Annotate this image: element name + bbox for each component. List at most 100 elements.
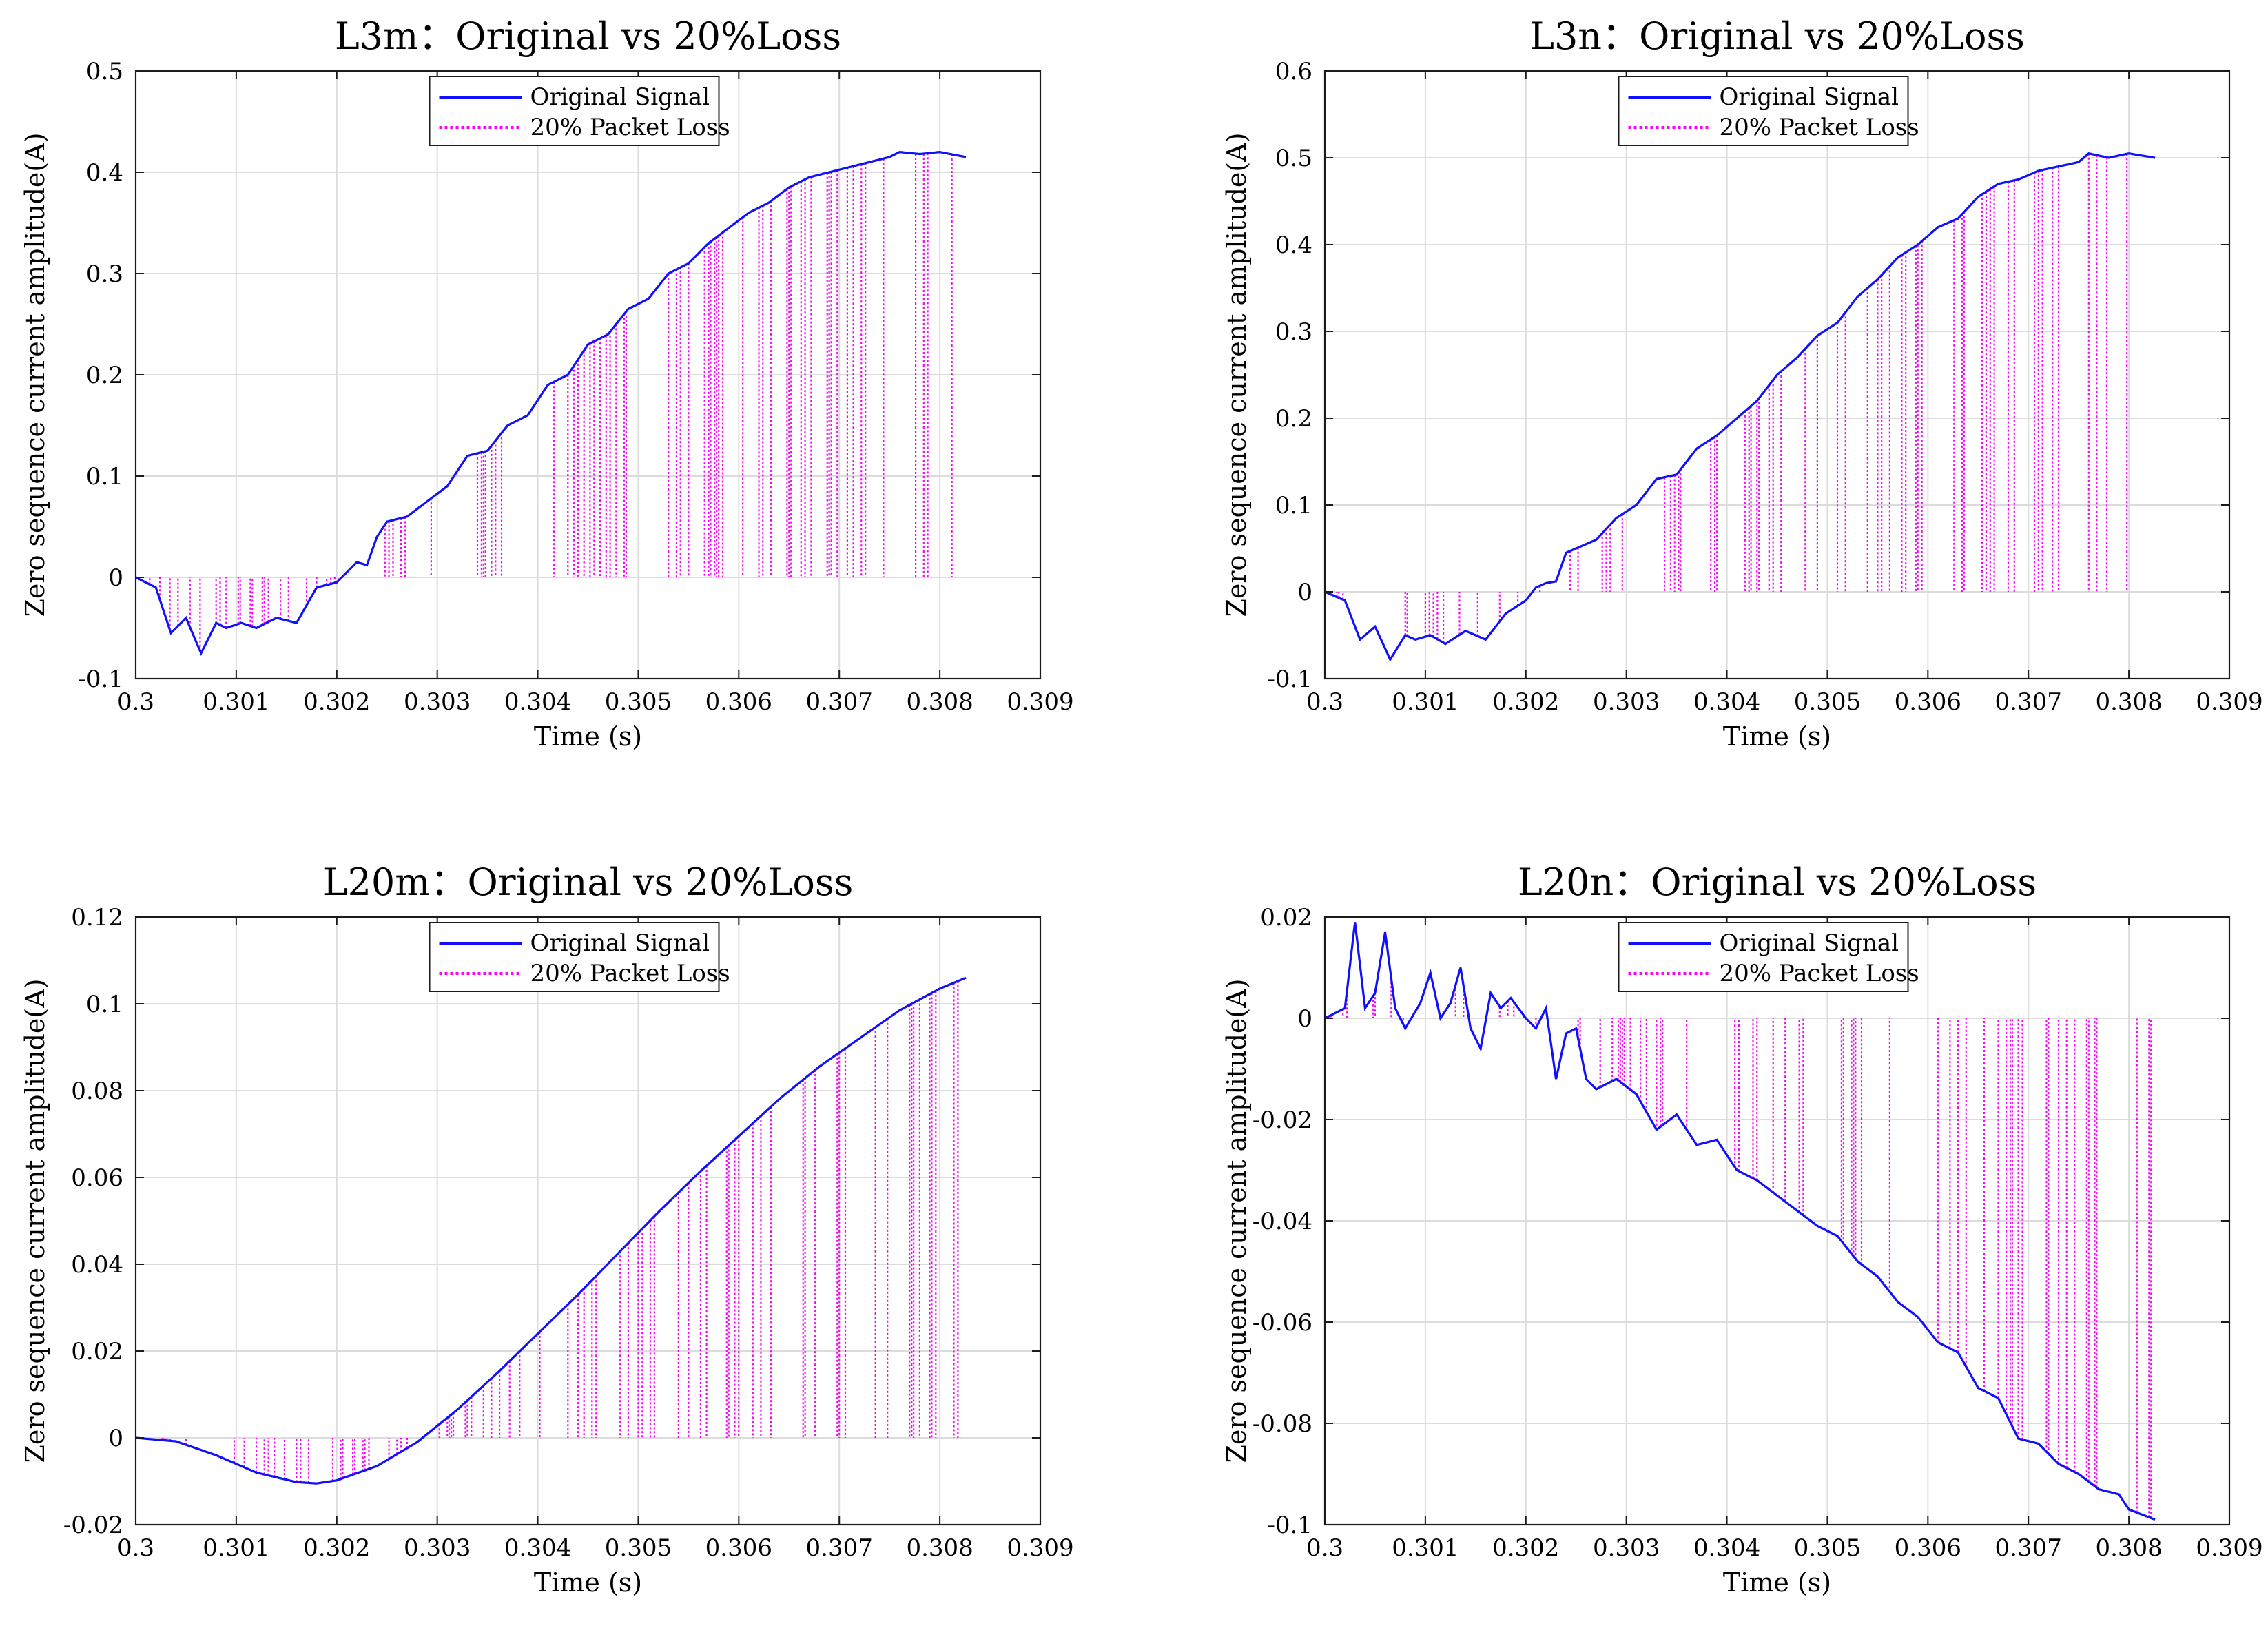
subplot-4: 0.3 0.301 0.302 0.303 0.304 0.305 0.306 0.307 0.…	[1221, 861, 2263, 1598]
y-tick-label: 0.04	[71, 1251, 123, 1279]
x-axis-label: Time (s)	[534, 1567, 642, 1598]
legend: Original Signal 20% Packet Loss	[429, 76, 730, 146]
legend: Original Signal 20% Packet Loss	[1618, 76, 1919, 146]
y-tick-label: -0.1	[1267, 1512, 1312, 1539]
legend-label-original: Original Signal	[530, 83, 710, 111]
legend-label-original: Original Signal	[1720, 929, 1899, 957]
x-tick-label: 0.3	[117, 1534, 154, 1562]
y-tick-label: 0	[108, 564, 123, 592]
legend: Original Signal 20% Packet Loss	[429, 922, 730, 992]
y-tick-label: 0.2	[86, 362, 123, 389]
y-tick-label: -0.08	[1252, 1410, 1312, 1438]
y-tick-label: 0.1	[1275, 492, 1312, 519]
y-axis-label: Zero sequence current amplitude(A)	[20, 979, 50, 1463]
x-tick-label: 0.309	[2196, 1534, 2262, 1562]
x-tick-label: 0.309	[1007, 1534, 1073, 1562]
legend-label-packet-loss: 20% Packet Loss	[1720, 114, 1919, 141]
x-tick-label: 0.302	[303, 688, 370, 716]
x-tick-label: 0.308	[906, 688, 973, 716]
y-tick-label: 0	[108, 1425, 123, 1452]
y-tick-label: 0.5	[1275, 145, 1312, 172]
y-tick-label: -0.02	[1252, 1106, 1312, 1134]
y-tick-label: 0.6	[1275, 58, 1312, 85]
x-tick-label: 0.306	[1895, 1534, 1961, 1562]
x-tick-label: 0.305	[605, 688, 672, 716]
y-axis-label: Zero sequence current amplitude(A)	[1221, 133, 1252, 617]
x-tick-label: 0.304	[1693, 688, 1760, 716]
chart-title: L20n：Original vs 20%Loss	[1518, 861, 2037, 904]
x-tick-label: 0.301	[203, 688, 269, 716]
axes-frame	[134, 916, 1042, 1526]
chart-title: L20m：Original vs 20%Loss	[323, 861, 854, 904]
x-tick-label: 0.307	[1995, 688, 2062, 716]
x-tick-label: 0.301	[203, 1534, 269, 1562]
x-tick-label: 0.307	[806, 688, 873, 716]
y-tick-label: 0.3	[1275, 318, 1312, 346]
x-tick-label: 0.303	[1593, 688, 1660, 716]
legend-box	[1618, 76, 1909, 146]
series-packet-loss	[135, 977, 967, 1485]
x-tick-label: 0.303	[1593, 1534, 1660, 1562]
y-tick-label: 0.3	[86, 260, 123, 288]
x-tick-label: 0.3	[1306, 688, 1343, 716]
y-tick-label: -0.1	[78, 666, 123, 693]
y-tick-label: 0	[1297, 579, 1312, 606]
y-axis-label: Zero sequence current amplitude(A)	[20, 133, 50, 617]
x-tick-label: 0.307	[1995, 1534, 2062, 1562]
y-tick-label: 0.06	[71, 1164, 123, 1192]
series-original-signal	[135, 150, 967, 657]
legend-box	[1618, 922, 1909, 992]
x-tick-label: 0.305	[1794, 1534, 1861, 1562]
axes-frame	[1323, 70, 2231, 680]
y-tick-label: 0.4	[86, 159, 123, 187]
x-tick-label: 0.302	[303, 1534, 370, 1562]
y-tick-label: 0.4	[1275, 231, 1312, 259]
series-packet-loss	[1324, 152, 2156, 659]
x-tick-label: 0.302	[1492, 1534, 1559, 1562]
x-tick-label: 0.301	[1392, 688, 1458, 716]
x-tick-label: 0.302	[1492, 688, 1559, 716]
y-tick-label: 0.1	[86, 463, 123, 491]
y-tick-label: 0	[1297, 1005, 1312, 1033]
y-tick-label: -0.02	[63, 1512, 123, 1539]
x-tick-label: 0.307	[806, 1534, 873, 1562]
y-tick-label: -0.1	[1267, 666, 1312, 693]
series-original-signal	[1324, 922, 2156, 1521]
x-tick-label: 0.3	[1306, 1534, 1343, 1562]
x-axis-label: Time (s)	[1723, 721, 1831, 752]
y-tick-label: 0.02	[1260, 904, 1312, 931]
chart-title: L3m：Original vs 20%Loss	[335, 14, 841, 58]
y-tick-label: 0.02	[71, 1338, 123, 1366]
x-tick-label: 0.306	[705, 688, 772, 716]
y-tick-label: -0.06	[1252, 1309, 1312, 1337]
y-tick-label: 0.5	[86, 58, 123, 85]
legend-box	[429, 76, 720, 146]
y-tick-label: 0.2	[1275, 405, 1312, 433]
y-tick-label: 0.12	[71, 904, 123, 931]
x-tick-label: 0.308	[2095, 1534, 2162, 1562]
x-tick-label: 0.304	[504, 688, 571, 716]
y-tick-label: 0.08	[71, 1078, 123, 1105]
legend-label-packet-loss: 20% Packet Loss	[530, 114, 730, 141]
x-axis-label: Time (s)	[1723, 1567, 1831, 1598]
series-packet-loss	[1324, 922, 2156, 1521]
x-tick-label: 0.305	[1794, 688, 1861, 716]
series-original-signal	[1324, 152, 2156, 662]
x-tick-label: 0.309	[2196, 688, 2262, 716]
legend-label-packet-loss: 20% Packet Loss	[1720, 960, 1919, 987]
x-tick-label: 0.306	[1895, 688, 1961, 716]
y-tick-label: -0.04	[1252, 1208, 1312, 1235]
x-tick-label: 0.304	[1693, 1534, 1760, 1562]
legend-box	[429, 922, 720, 992]
x-tick-label: 0.309	[1007, 688, 1073, 716]
x-tick-label: 0.305	[605, 1534, 672, 1562]
legend-label-packet-loss: 20% Packet Loss	[530, 960, 730, 987]
x-tick-label: 0.301	[1392, 1534, 1458, 1562]
y-tick-label: 0.1	[86, 991, 123, 1018]
x-tick-label: 0.3	[117, 688, 154, 716]
subplot-3: 0.3 0.301 0.302 0.303 0.304 0.305 0.306 0.307 0.…	[20, 861, 1074, 1598]
x-tick-label: 0.308	[2095, 688, 2162, 716]
chart-title: L3n：Original vs 20%Loss	[1529, 14, 2025, 58]
legend: Original Signal 20% Packet Loss	[1618, 922, 1919, 992]
